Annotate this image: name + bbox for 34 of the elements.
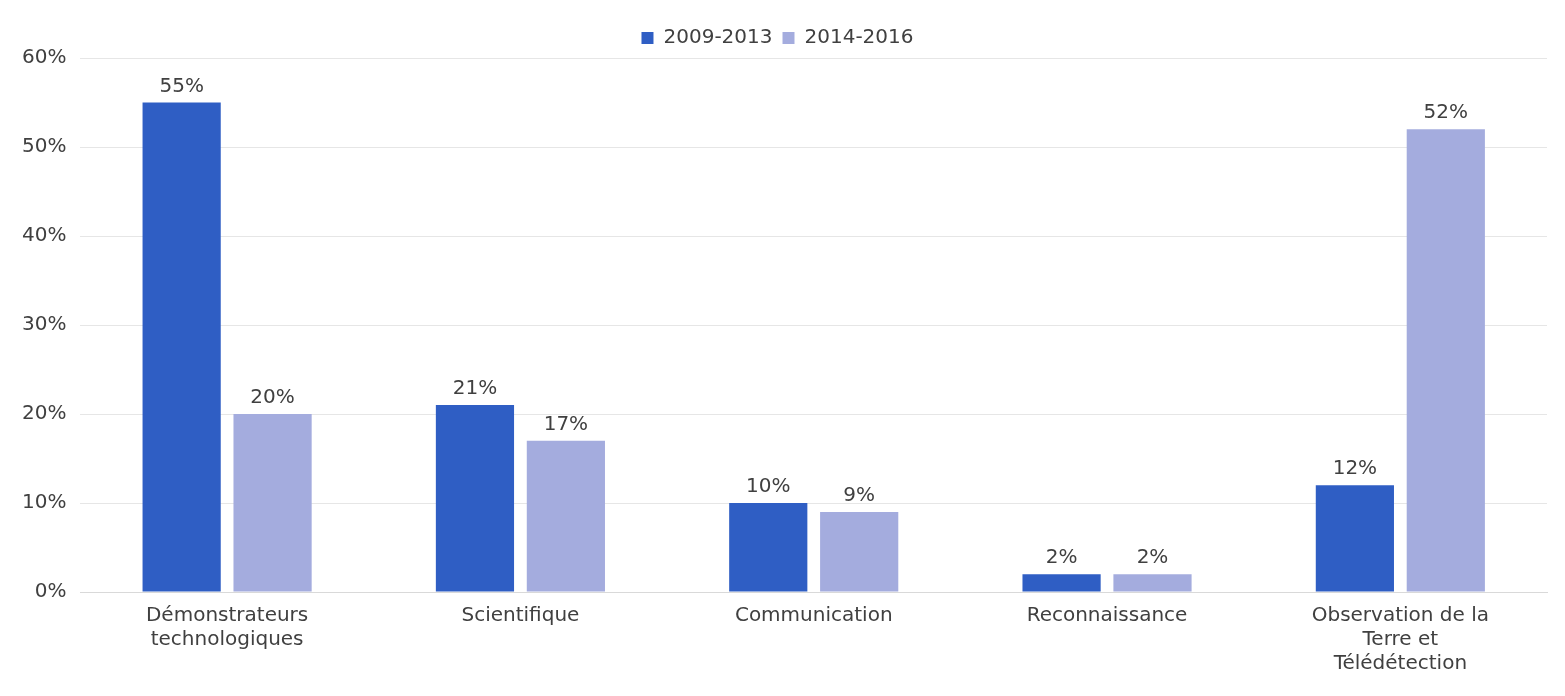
- data-label: 21%: [452, 375, 498, 400]
- y-tick-label: 50%: [22, 133, 67, 158]
- data-label: 55%: [159, 72, 204, 97]
- x-tick-label: Communication: [734, 602, 893, 627]
- legend-label: 2014-2016: [804, 24, 914, 49]
- x-tick-label: Observation de la Terre et Télédétection: [1311, 602, 1490, 675]
- data-label: 9%: [843, 482, 876, 507]
- bar: [233, 414, 312, 592]
- data-label: 52%: [1423, 99, 1469, 124]
- y-tick-label: 10%: [22, 489, 67, 514]
- y-tick-label: 0%: [34, 578, 67, 603]
- y-tick-label: 40%: [22, 222, 67, 247]
- x-tick-label: Scientifique: [461, 602, 580, 627]
- y-tick-label: 30%: [22, 311, 67, 336]
- y-tick-label: 20%: [22, 400, 67, 425]
- bar: [729, 503, 808, 592]
- data-label: 2%: [1136, 544, 1169, 569]
- bar: [142, 102, 221, 592]
- bar: [1406, 129, 1485, 592]
- bar: [1113, 574, 1192, 592]
- bar: [526, 440, 605, 592]
- bar: [820, 511, 899, 592]
- bar: [1022, 574, 1101, 592]
- data-label: 2%: [1045, 544, 1078, 569]
- bar: [1315, 485, 1394, 592]
- x-tick-label: Reconnaissance: [1026, 602, 1188, 627]
- data-label: 10%: [746, 473, 791, 498]
- data-label: 20%: [250, 384, 295, 409]
- x-tick-label: Démonstrateurs technologiques: [145, 602, 309, 651]
- data-label: 12%: [1332, 455, 1378, 480]
- data-label: 17%: [543, 410, 589, 435]
- y-tick-label: 60%: [22, 44, 67, 69]
- bar: [435, 405, 515, 592]
- legend-label: 2009-2013: [663, 24, 773, 49]
